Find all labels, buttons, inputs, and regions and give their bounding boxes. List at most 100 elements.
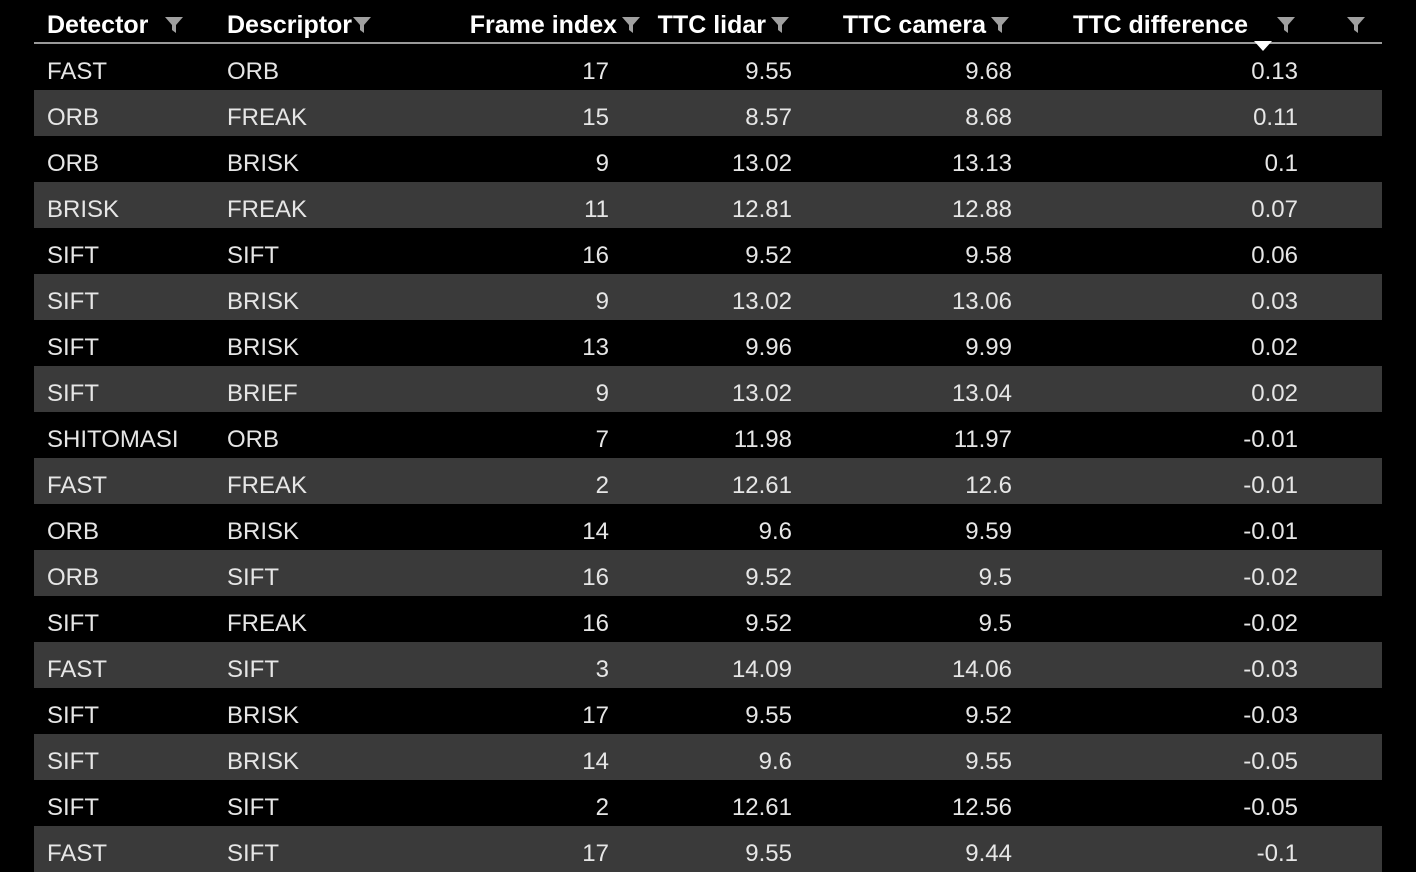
table-row[interactable]: SHITOMASI ORB 7 11.98 11.97 -0.01 bbox=[34, 412, 1382, 458]
cell-detector: SIFT bbox=[47, 288, 99, 315]
cell-frame-index: 13 bbox=[582, 334, 609, 361]
cell-descriptor: SIFT bbox=[227, 242, 279, 269]
table-row[interactable]: FAST FREAK 2 12.61 12.6 -0.01 bbox=[34, 458, 1382, 504]
filter-icon[interactable] bbox=[352, 15, 372, 35]
cell-ttc-lidar: 9.6 bbox=[758, 518, 792, 545]
cell-detector: BRISK bbox=[47, 196, 120, 223]
cell-ttc-lidar: 9.52 bbox=[745, 242, 792, 269]
cell-ttc-difference: 0.1 bbox=[1264, 150, 1298, 177]
cell-ttc-difference: -0.02 bbox=[1243, 610, 1298, 637]
column-header-descriptor[interactable]: Descriptor bbox=[227, 0, 372, 44]
cell-descriptor: BRISK bbox=[227, 150, 300, 177]
cell-detector: SIFT bbox=[47, 242, 99, 269]
table-row[interactable]: SIFT BRIEF 9 13.02 13.04 0.02 bbox=[34, 366, 1382, 412]
table-row[interactable]: SIFT SIFT 2 12.61 12.56 -0.05 bbox=[34, 780, 1382, 826]
cell-ttc-camera: 9.59 bbox=[965, 518, 1012, 545]
cell-frame-index: 17 bbox=[582, 702, 609, 729]
cell-ttc-difference: -0.01 bbox=[1243, 518, 1298, 545]
cell-detector: SIFT bbox=[47, 380, 99, 407]
column-header-label: TTC camera bbox=[842, 11, 986, 39]
filter-icon[interactable] bbox=[621, 15, 641, 35]
cell-ttc-lidar: 9.55 bbox=[745, 58, 792, 85]
table-row[interactable]: SIFT BRISK 14 9.6 9.55 -0.05 bbox=[34, 734, 1382, 780]
sort-descending-icon[interactable] bbox=[1254, 19, 1272, 51]
filter-icon[interactable] bbox=[1276, 15, 1296, 35]
table-row[interactable]: SIFT BRISK 9 13.02 13.06 0.03 bbox=[34, 274, 1382, 320]
table-row[interactable]: FAST ORB 17 9.55 9.68 0.13 bbox=[34, 44, 1382, 90]
cell-frame-index: 17 bbox=[582, 58, 609, 85]
cell-ttc-difference: -0.02 bbox=[1243, 564, 1298, 591]
table-row[interactable]: SIFT SIFT 16 9.52 9.58 0.06 bbox=[34, 228, 1382, 274]
cell-ttc-camera: 12.88 bbox=[951, 196, 1012, 223]
cell-descriptor: FREAK bbox=[227, 472, 308, 499]
cell-descriptor: ORB bbox=[227, 58, 280, 85]
column-header-extra[interactable] bbox=[1334, 0, 1366, 44]
cell-ttc-difference: -0.01 bbox=[1243, 426, 1298, 453]
table-row[interactable]: SIFT FREAK 16 9.52 9.5 -0.02 bbox=[34, 596, 1382, 642]
cell-ttc-difference: 0.13 bbox=[1251, 58, 1298, 85]
cell-ttc-lidar: 9.52 bbox=[745, 610, 792, 637]
cell-detector: SIFT bbox=[47, 702, 99, 729]
cell-frame-index: 2 bbox=[595, 794, 609, 821]
cell-detector: FAST bbox=[47, 58, 108, 85]
cell-ttc-camera: 9.5 bbox=[978, 564, 1012, 591]
cell-ttc-difference: -0.05 bbox=[1243, 794, 1298, 821]
table-row[interactable]: FAST SIFT 3 14.09 14.06 -0.03 bbox=[34, 642, 1382, 688]
cell-detector: ORB bbox=[47, 150, 100, 177]
cell-ttc-lidar: 9.55 bbox=[745, 702, 792, 729]
cell-ttc-lidar: 12.61 bbox=[731, 472, 792, 499]
cell-detector: SHITOMASI bbox=[47, 426, 179, 453]
cell-detector: SIFT bbox=[47, 610, 99, 637]
cell-detector: SIFT bbox=[47, 748, 99, 775]
cell-frame-index: 11 bbox=[584, 196, 609, 223]
cell-ttc-camera: 9.52 bbox=[965, 702, 1012, 729]
cell-ttc-lidar: 9.96 bbox=[745, 334, 792, 361]
cell-frame-index: 17 bbox=[582, 840, 609, 867]
cell-ttc-camera: 13.13 bbox=[951, 150, 1012, 177]
cell-ttc-difference: 0.02 bbox=[1251, 334, 1298, 361]
table-row[interactable]: BRISK FREAK 11 12.81 12.88 0.07 bbox=[34, 182, 1382, 228]
filter-icon[interactable] bbox=[770, 15, 790, 35]
cell-ttc-difference: 0.02 bbox=[1251, 380, 1298, 407]
table-row[interactable]: SIFT BRISK 13 9.96 9.99 0.02 bbox=[34, 320, 1382, 366]
table-row[interactable]: ORB BRISK 14 9.6 9.59 -0.01 bbox=[34, 504, 1382, 550]
cell-descriptor: BRISK bbox=[227, 518, 300, 545]
table-row[interactable]: ORB FREAK 15 8.57 8.68 0.11 bbox=[34, 90, 1382, 136]
column-header-detector[interactable]: Detector bbox=[47, 0, 184, 44]
cell-detector: ORB bbox=[47, 518, 100, 545]
cell-frame-index: 9 bbox=[595, 150, 609, 177]
cell-ttc-lidar: 14.09 bbox=[731, 656, 792, 683]
column-header-ttc-lidar[interactable]: TTC lidar bbox=[624, 0, 790, 44]
table-row[interactable]: ORB SIFT 16 9.52 9.5 -0.02 bbox=[34, 550, 1382, 596]
column-header-label: TTC lidar bbox=[657, 11, 766, 39]
filter-icon[interactable] bbox=[164, 15, 184, 35]
cell-descriptor: BRISK bbox=[227, 702, 300, 729]
column-header-ttc-difference[interactable]: TTC difference bbox=[1034, 0, 1296, 51]
cell-ttc-lidar: 9.52 bbox=[745, 564, 792, 591]
filter-icon[interactable] bbox=[1346, 15, 1366, 35]
filter-icon[interactable] bbox=[990, 15, 1010, 35]
cell-descriptor: BRISK bbox=[227, 748, 300, 775]
table-row[interactable]: ORB BRISK 9 13.02 13.13 0.1 bbox=[34, 136, 1382, 182]
column-header-label: Frame index bbox=[469, 11, 617, 39]
cell-frame-index: 14 bbox=[582, 518, 609, 545]
cell-frame-index: 3 bbox=[595, 656, 609, 683]
cell-ttc-lidar: 13.02 bbox=[731, 150, 792, 177]
cell-ttc-lidar: 8.57 bbox=[745, 104, 792, 131]
cell-ttc-lidar: 11.98 bbox=[733, 426, 792, 453]
cell-detector: ORB bbox=[47, 104, 100, 131]
cell-ttc-lidar: 13.02 bbox=[731, 288, 792, 315]
cell-ttc-camera: 9.58 bbox=[965, 242, 1012, 269]
column-header-frame-index[interactable]: Frame index bbox=[419, 0, 641, 44]
column-header-label: Detector bbox=[47, 11, 149, 39]
cell-ttc-camera: 12.6 bbox=[965, 472, 1012, 499]
table-row[interactable]: SIFT BRISK 17 9.55 9.52 -0.03 bbox=[34, 688, 1382, 734]
cell-detector: SIFT bbox=[47, 334, 99, 361]
cell-descriptor: BRISK bbox=[227, 334, 300, 361]
cell-frame-index: 16 bbox=[582, 242, 609, 269]
table-row[interactable]: FAST SIFT 17 9.55 9.44 -0.1 bbox=[34, 826, 1382, 872]
cell-ttc-camera: 14.06 bbox=[951, 656, 1012, 683]
column-header-ttc-camera[interactable]: TTC camera bbox=[804, 0, 1010, 44]
cell-ttc-difference: 0.11 bbox=[1253, 104, 1298, 131]
cell-ttc-camera: 13.04 bbox=[951, 380, 1012, 407]
